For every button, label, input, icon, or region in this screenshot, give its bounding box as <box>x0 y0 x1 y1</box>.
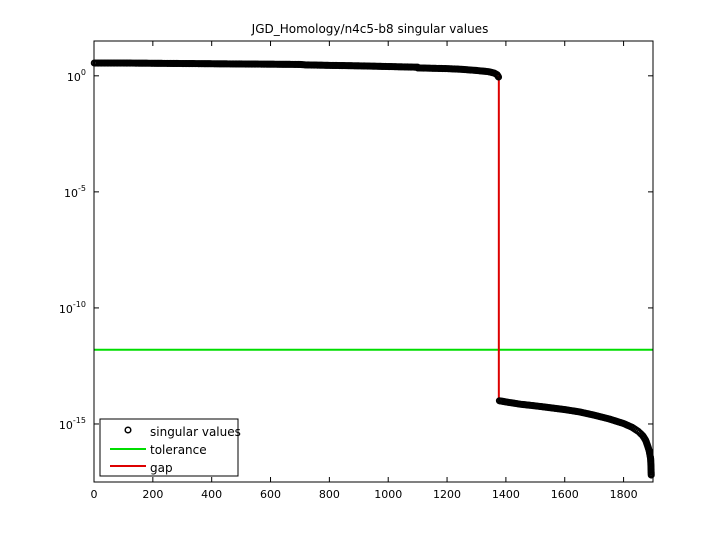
x-tick-label: 0 <box>91 488 98 501</box>
legend: singular values tolerance gap <box>99 418 241 477</box>
y-tick-label: 10-15 <box>59 416 86 432</box>
x-tick-label: 1400 <box>492 488 520 501</box>
x-tick-label: 1200 <box>433 488 461 501</box>
x-tick-label: 800 <box>319 488 340 501</box>
x-tick-label: 600 <box>260 488 281 501</box>
y-tick-label: 10-10 <box>59 300 86 316</box>
plot-area <box>94 41 653 482</box>
x-axis-ticks: 0 200 400 600 800 1000 1200 1400 1600 1800 <box>91 41 638 501</box>
legend-label-gap: gap <box>150 461 173 475</box>
singular-value-point <box>494 73 503 81</box>
x-tick-label: 1000 <box>374 488 402 501</box>
singular-value-point <box>647 471 655 479</box>
y-tick-label: 10-5 <box>64 184 86 200</box>
chart-title: JGD_Homology/n4c5-b8 singular values <box>251 22 489 36</box>
plot-frame <box>93 40 654 483</box>
legend-marker-singular-values <box>124 426 132 434</box>
x-tick-label: 1600 <box>551 488 579 501</box>
singular-values-points <box>90 59 655 479</box>
x-tick-label: 200 <box>142 488 163 501</box>
legend-label-singular-values: singular values <box>150 425 241 439</box>
y-tick-label: 100 <box>67 68 86 84</box>
x-tick-label: 1800 <box>610 488 638 501</box>
legend-label-tolerance: tolerance <box>150 443 207 457</box>
y-axis-ticks: 100 10-5 10-10 10-15 <box>59 68 653 432</box>
series-lines <box>94 73 653 401</box>
x-tick-label: 400 <box>201 488 222 501</box>
